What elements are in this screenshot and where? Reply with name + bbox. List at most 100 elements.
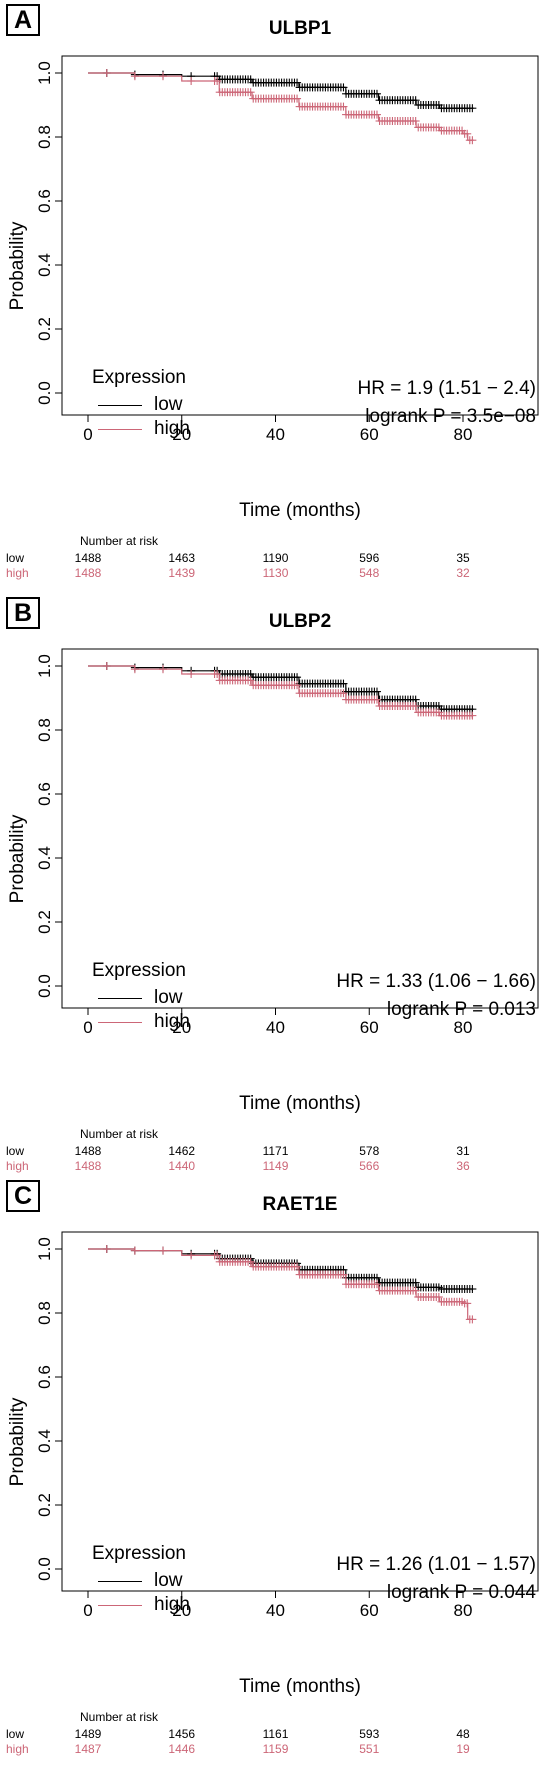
legend-line-low [98, 997, 142, 999]
x-tick-label: 80 [454, 1601, 473, 1620]
stats-annotation: HR = 1.9 (1.51 − 2.4) logrank P = 3.5e−0… [358, 375, 537, 431]
risk-value-high: 551 [359, 1742, 380, 1756]
y-tick-label: 0.2 [35, 317, 54, 341]
legend-line-high [98, 1021, 142, 1023]
chart-title: ULBP2 [268, 611, 332, 632]
km-plot: 0 20 40 60 80 0.0 0.2 0.4 0.6 0.8 1.0 [35, 55, 539, 444]
km-plot: 0 20 40 60 80 0.0 0.2 0.4 0.6 0.8 1.0 [35, 648, 539, 1037]
km-plot: 0 20 40 60 80 0.0 0.2 0.4 0.6 0.8 1.0 [35, 1231, 539, 1620]
legend-title: Expression [92, 1543, 186, 1564]
legend-item-low: low [92, 986, 190, 1010]
legend-line-low [98, 1580, 142, 1582]
risk-row-label-low: low [6, 1727, 25, 1741]
y-tick-label: 0.2 [35, 1493, 54, 1517]
km-curve-low [88, 72, 473, 109]
km-panel-c: C RAET1E 0 20 40 60 80 0.0 0.2 0.4 0.6 0.8 1.0 Pro… [0, 1176, 550, 1764]
x-tick-label: 40 [266, 1601, 285, 1620]
panel-label: B [6, 597, 40, 629]
legend-item-low: low [92, 1569, 190, 1593]
risk-row-label-high: high [6, 1159, 29, 1173]
risk-value-high: 1446 [168, 1742, 196, 1756]
risk-value-high: 1488 [74, 566, 102, 580]
risk-row-label-low: low [6, 551, 25, 565]
y-tick-label: 0.0 [35, 1557, 54, 1581]
y-tick-label: 0.4 [35, 253, 54, 277]
x-tick-label: 20 [172, 1018, 191, 1037]
y-tick-label: 1.0 [35, 654, 54, 678]
x-tick-label: 0 [83, 1018, 92, 1037]
x-axis-label: Time (months) [239, 500, 361, 521]
y-tick-label: 0.2 [35, 910, 54, 934]
legend-line-low [98, 404, 142, 406]
risk-value-high: 1149 [262, 1159, 289, 1173]
panel-label: C [6, 1180, 40, 1212]
y-tick-label: 0.0 [35, 381, 54, 405]
km-curve-high [88, 1248, 473, 1320]
plot-frame [61, 55, 539, 416]
risk-value-low: 578 [359, 1144, 380, 1158]
x-tick-label: 40 [266, 1018, 285, 1037]
risk-value-high: 36 [456, 1159, 470, 1173]
legend-label-low: low [154, 394, 183, 415]
censor-marks-low [102, 69, 477, 113]
risk-value-low: 1190 [262, 551, 289, 565]
risk-row-label-high: high [6, 566, 29, 580]
x-axis-label: Time (months) [239, 1093, 361, 1114]
y-axis-label: Probability [7, 221, 28, 311]
legend: Expression low high [92, 1543, 190, 1617]
legend-item-high: high [92, 417, 190, 441]
risk-row-label-low: low [6, 1144, 25, 1158]
legend-label-low: low [154, 1570, 183, 1591]
km-panel-a: A ULBP1 0 20 40 60 80 0.0 0.2 0.4 0.6 0.8 1.0 Prob… [0, 0, 550, 588]
censor-marks-low [102, 1245, 477, 1293]
risk-value-high: 566 [359, 1159, 380, 1173]
risk-table-title: Number at risk [80, 534, 159, 548]
censor-marks-low [102, 662, 477, 714]
legend-label-high: high [154, 1011, 190, 1032]
x-tick-label: 80 [454, 425, 473, 444]
km-curve-low [88, 1248, 473, 1291]
x-tick-label: 80 [454, 1018, 473, 1037]
risk-value-low: 1488 [74, 1144, 102, 1158]
risk-value-high: 1130 [262, 566, 289, 580]
risk-value-low: 1161 [262, 1727, 289, 1741]
legend: Expression low high [92, 367, 190, 441]
km-curve-high [88, 665, 473, 719]
risk-value-low: 35 [456, 551, 470, 565]
risk-table-title: Number at risk [80, 1127, 159, 1141]
risk-value-high: 19 [456, 1742, 470, 1756]
y-tick-label: 0.8 [35, 125, 54, 149]
x-axis-label: Time (months) [239, 1676, 361, 1697]
chart-title: ULBP1 [268, 18, 332, 39]
risk-value-low: 1489 [74, 1727, 102, 1741]
legend-item-low: low [92, 393, 190, 417]
hazard-ratio-text: HR = 1.26 (1.01 − 1.57) [336, 1554, 536, 1575]
y-tick-label: 1.0 [35, 61, 54, 85]
x-tick-label: 20 [172, 425, 191, 444]
risk-value-low: 31 [456, 1144, 470, 1158]
x-tick-label: 40 [266, 425, 285, 444]
hazard-ratio-text: HR = 1.33 (1.06 − 1.66) [336, 971, 536, 992]
stats-annotation: HR = 1.26 (1.01 − 1.57) logrank P = 0.04… [336, 1551, 536, 1607]
legend-label-high: high [154, 1594, 190, 1615]
y-tick-label: 0.6 [35, 782, 54, 806]
risk-value-low: 1488 [74, 551, 102, 565]
x-tick-label: 0 [83, 425, 92, 444]
stats-annotation: HR = 1.33 (1.06 − 1.66) logrank P = 0.01… [336, 968, 536, 1024]
risk-value-high: 32 [456, 566, 470, 580]
x-tick-label: 20 [172, 1601, 191, 1620]
risk-row-label-high: high [6, 1742, 29, 1756]
x-tick-label: 60 [360, 1601, 379, 1620]
y-tick-label: 0.4 [35, 1429, 54, 1453]
chart-title: RAET1E [262, 1194, 338, 1215]
risk-value-high: 1440 [168, 1159, 196, 1173]
plot-frame [61, 648, 539, 1009]
censor-marks-high [102, 662, 477, 720]
y-tick-label: 0.0 [35, 974, 54, 998]
risk-value-low: 1463 [168, 551, 196, 565]
hazard-ratio-text: HR = 1.9 (1.51 − 2.4) [357, 378, 537, 399]
legend: Expression low high [92, 960, 190, 1034]
legend-label-high: high [154, 418, 190, 439]
legend-item-high: high [92, 1010, 190, 1034]
censor-marks-high [102, 1245, 477, 1324]
